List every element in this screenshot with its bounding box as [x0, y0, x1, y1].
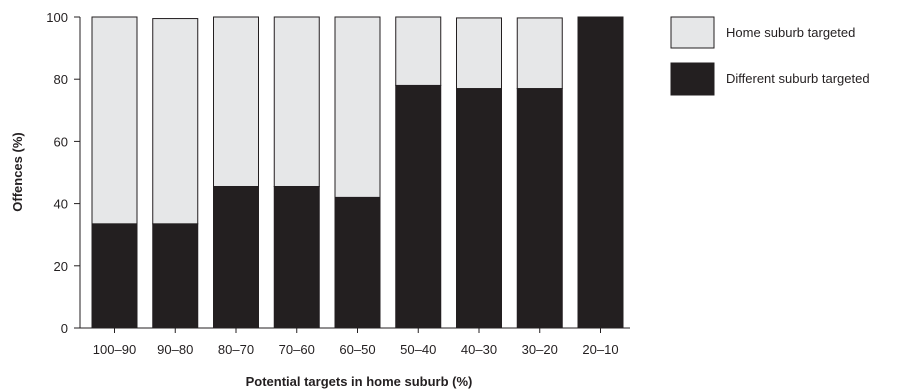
x-tick-label-7: 30–20	[522, 342, 558, 357]
x-axis-title: Potential targets in home suburb (%)	[246, 374, 473, 389]
bar-segment-home-suburb-targeted-4	[334, 16, 381, 198]
bar-segment-home-suburb-targeted-2	[213, 16, 259, 187]
y-tick-label-0: 0	[61, 321, 68, 336]
bar-segment-different-suburb-targeted-7	[516, 88, 563, 329]
x-tick-label-1: 90–80	[157, 342, 193, 357]
x-tick-label-3: 70–60	[279, 342, 315, 357]
bar-segment-different-suburb-targeted-1	[152, 223, 199, 329]
x-tick-label-4: 60–50	[339, 342, 375, 357]
bar-segment-home-suburb-targeted-7	[516, 17, 563, 90]
bar-segment-home-suburb-targeted-3	[273, 16, 320, 187]
legend-item-home-suburb: Home suburb targeted	[670, 16, 855, 49]
bar-segment-home-suburb-targeted-1	[152, 18, 199, 225]
bar-segment-different-suburb-targeted-6	[456, 88, 502, 329]
bar-segment-home-suburb-targeted-5	[395, 16, 442, 86]
y-ticks-layer: 0 20 40 60 80 100	[46, 10, 80, 336]
bar-segment-different-suburb-targeted-8	[577, 16, 624, 329]
y-tick-label-3: 60	[54, 134, 68, 149]
y-tick-label-4: 80	[54, 72, 68, 87]
bar-segment-different-suburb-targeted-3	[273, 185, 320, 329]
bar-segment-different-suburb-targeted-2	[213, 185, 259, 329]
axes-layer	[79, 17, 630, 329]
x-tick-label-0: 100–90	[93, 342, 136, 357]
x-tick-label-8: 20–10	[582, 342, 618, 357]
bar-segment-home-suburb-targeted-6	[456, 17, 502, 90]
y-tick-label-5: 100	[46, 10, 68, 25]
bar-segment-home-suburb-targeted-0	[91, 16, 138, 225]
y-tick-label-1: 20	[54, 259, 68, 274]
x-tick-label-2: 80–70	[218, 342, 254, 357]
x-tick-label-5: 50–40	[400, 342, 436, 357]
x-tick-label-6: 40–30	[461, 342, 497, 357]
legend-label-different-suburb: Different suburb targeted	[726, 71, 870, 86]
legend-item-different-suburb: Different suburb targeted	[670, 62, 870, 96]
legend-swatch-home-suburb	[670, 16, 715, 49]
bar-segment-different-suburb-targeted-5	[395, 84, 442, 329]
x-ticks-layer: 100–90 90–80 80–70 70–60 60–50 50–40 40–30 30–2…	[93, 328, 619, 357]
y-tick-label-2: 40	[54, 197, 68, 212]
legend: Home suburb targeted Different suburb ta…	[670, 16, 870, 96]
legend-swatch-different-suburb	[670, 62, 715, 96]
bar-segment-different-suburb-targeted-0	[91, 223, 138, 329]
bars-layer	[91, 16, 624, 329]
bar-segment-different-suburb-targeted-4	[334, 196, 381, 329]
legend-label-home-suburb: Home suburb targeted	[726, 25, 855, 40]
y-axis-title: Offences (%)	[10, 132, 25, 211]
